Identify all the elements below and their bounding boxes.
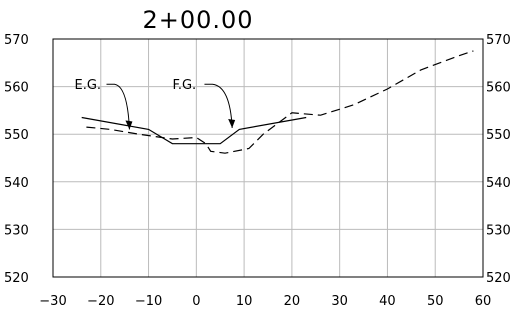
y-tick-label-right: 550 xyxy=(486,128,511,143)
y-tick-label-left: 560 xyxy=(4,81,29,96)
y-tick-label-right: 520 xyxy=(486,271,511,286)
y-tick-label-left: 520 xyxy=(4,271,29,286)
y-tick-label-right: 540 xyxy=(486,176,511,191)
series-line-fg xyxy=(81,116,307,145)
series-layer xyxy=(81,50,474,154)
x-tick-label: −30 xyxy=(39,294,66,309)
grid xyxy=(53,39,483,277)
annotation-layer: E.G. F.G. xyxy=(75,78,236,130)
annotation-label: F.G. xyxy=(172,78,196,93)
series-line-eg xyxy=(86,50,474,154)
x-tick-label: −10 xyxy=(135,294,162,309)
y-tick-label-left: 550 xyxy=(4,128,29,143)
x-tick-label: 30 xyxy=(331,294,348,309)
x-tick-label: 10 xyxy=(236,294,253,309)
x-tick-label: 40 xyxy=(379,294,396,309)
y-tick-label-right: 530 xyxy=(486,223,511,238)
annotation-arrowhead xyxy=(125,120,133,130)
plot-frame xyxy=(52,38,484,278)
annotation-arrowhead xyxy=(228,119,236,129)
y-tick-label-left: 530 xyxy=(4,223,29,238)
x-tick-label: 20 xyxy=(284,294,301,309)
chart-title: 2+00.00 xyxy=(142,6,253,34)
x-tick-label: 0 xyxy=(192,294,200,309)
x-tick-label: 60 xyxy=(475,294,492,309)
x-tick-label: −20 xyxy=(87,294,114,309)
annotation-label: E.G. xyxy=(75,78,102,93)
y-tick-label-left: 540 xyxy=(4,176,29,191)
x-tick-label: 50 xyxy=(427,294,444,309)
tick-labels: −30 −20 −10 0 10 20 30 40 50 60 570 570 560 560 550 550… xyxy=(4,33,511,309)
y-tick-label-right: 570 xyxy=(486,33,511,48)
annotation-leader xyxy=(204,83,233,129)
y-tick-label-left: 570 xyxy=(4,33,29,48)
y-tick-label-right: 560 xyxy=(486,81,511,96)
